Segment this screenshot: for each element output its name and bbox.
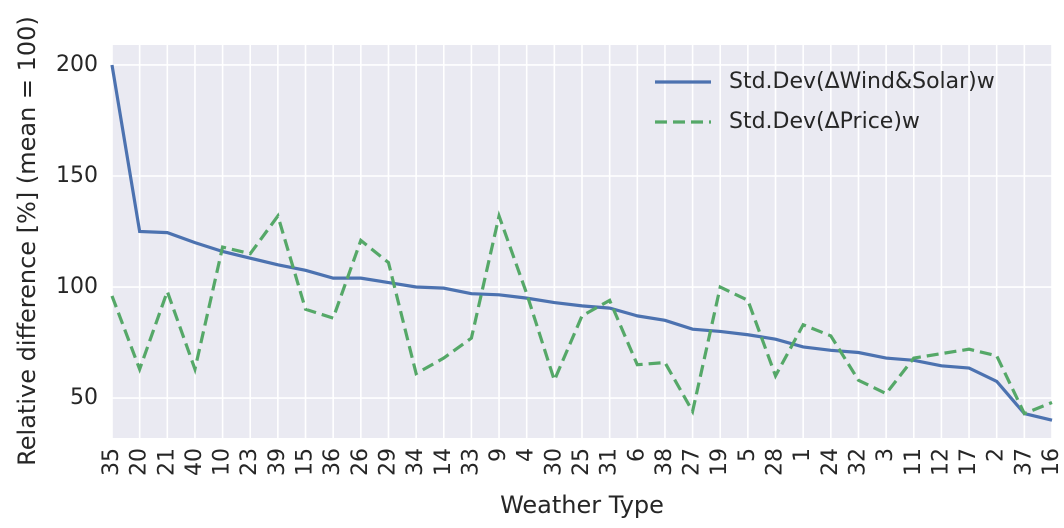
x-tick-label: 6 bbox=[624, 448, 649, 462]
x-tick-label: 25 bbox=[569, 448, 594, 476]
x-axis-label: Weather Type bbox=[500, 491, 664, 519]
x-tick-label: 33 bbox=[458, 448, 483, 476]
x-tick-label: 3 bbox=[873, 448, 898, 462]
x-tick-label: 30 bbox=[541, 448, 566, 476]
x-tick-label: 9 bbox=[486, 448, 511, 462]
x-tick-label: 28 bbox=[763, 448, 788, 476]
x-tick-label: 34 bbox=[403, 448, 428, 476]
x-tick-label: 31 bbox=[597, 448, 622, 476]
x-tick-label: 23 bbox=[237, 448, 262, 476]
x-tick-label: 19 bbox=[707, 448, 732, 476]
y-tick-label: 200 bbox=[56, 52, 98, 77]
x-tick-label: 14 bbox=[431, 448, 456, 476]
x-tick-label: 11 bbox=[901, 448, 926, 476]
x-tick-label: 20 bbox=[127, 448, 152, 476]
x-tick-label: 38 bbox=[652, 448, 677, 476]
x-tick-label: 1 bbox=[790, 448, 815, 462]
x-tick-label: 4 bbox=[514, 448, 539, 462]
x-tick-label: 15 bbox=[293, 448, 318, 476]
y-axis-label: Relative difference [%] (mean = 100) bbox=[13, 16, 41, 466]
data-line bbox=[110, 64, 1053, 422]
legend-label: Std.Dev(ΔPrice)w bbox=[729, 109, 920, 134]
x-tick-label: 10 bbox=[210, 448, 235, 476]
x-tick-label: 2 bbox=[984, 448, 1009, 462]
legend-label: Std.Dev(ΔWind&Solar)w bbox=[729, 69, 995, 94]
x-tick-label: 32 bbox=[845, 448, 870, 476]
x-tick-label: 16 bbox=[1039, 448, 1064, 476]
x-tick-label: 37 bbox=[1011, 448, 1036, 476]
y-tick-label: 50 bbox=[70, 385, 98, 410]
y-tick-label: 150 bbox=[56, 163, 98, 188]
y-tick-label: 100 bbox=[56, 274, 98, 299]
x-tick-label: 24 bbox=[818, 448, 843, 476]
x-tick-label: 36 bbox=[320, 448, 345, 476]
x-tick-label: 12 bbox=[928, 448, 953, 476]
x-tick-label: 39 bbox=[265, 448, 290, 476]
x-tick-label: 21 bbox=[154, 448, 179, 476]
x-tick-label: 40 bbox=[182, 448, 207, 476]
x-tick-label: 27 bbox=[680, 448, 705, 476]
x-tick-label: 26 bbox=[348, 448, 373, 476]
x-tick-label: 17 bbox=[956, 448, 981, 476]
x-tick-label: 29 bbox=[375, 448, 400, 476]
data-line bbox=[110, 210, 1053, 416]
x-tick-label: 35 bbox=[99, 448, 124, 476]
x-tick-label: 5 bbox=[735, 448, 760, 462]
